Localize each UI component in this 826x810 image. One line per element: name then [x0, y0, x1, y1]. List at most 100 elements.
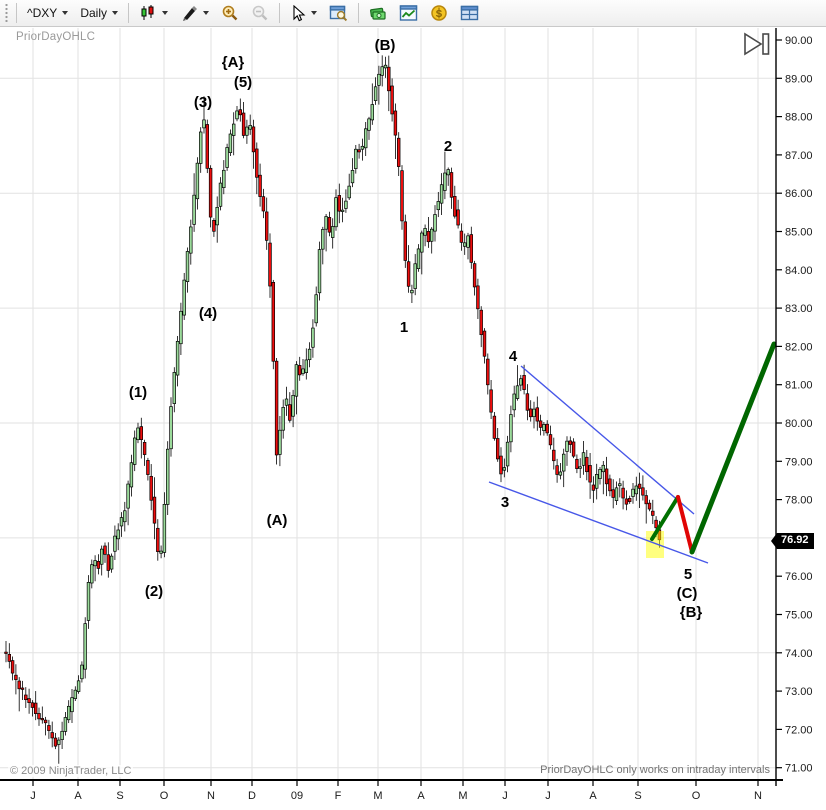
candle-body	[594, 474, 599, 489]
wave-label: (A)	[267, 512, 288, 529]
price-axis-label: 87.00	[785, 150, 813, 162]
candle-body	[585, 456, 589, 473]
chart-style-button[interactable]	[134, 2, 173, 24]
candle-body	[413, 263, 417, 289]
candle-body	[443, 172, 447, 191]
coin-dollar-icon: S	[431, 5, 447, 21]
trendline[interactable]	[520, 365, 695, 515]
candle-body	[195, 162, 200, 200]
candle-body	[255, 148, 259, 178]
candle-body	[627, 498, 632, 502]
candle-body	[274, 360, 279, 456]
zoom-out-button[interactable]	[246, 2, 274, 24]
candle-body	[453, 196, 457, 217]
time-axis-label: F	[335, 790, 342, 802]
candle-body	[512, 393, 516, 411]
go-to-last-bar-icon[interactable]	[741, 31, 771, 57]
price-axis-label: 88.00	[785, 112, 813, 124]
candle-body	[591, 484, 596, 491]
candle-body	[294, 364, 299, 397]
candle-body	[387, 66, 391, 92]
candle-body	[519, 378, 523, 386]
money-icon	[370, 7, 386, 20]
zoom-out-icon	[252, 5, 268, 21]
candle-body	[301, 368, 305, 375]
cursor-button[interactable]	[285, 2, 322, 24]
candle-body	[525, 393, 530, 411]
candle-body	[76, 680, 81, 692]
candle-body	[393, 110, 398, 136]
candle-body	[307, 348, 312, 361]
candle-body	[33, 702, 38, 714]
account-button[interactable]: S	[425, 2, 453, 24]
time-axis-label: A	[417, 790, 425, 802]
projection-line[interactable]	[689, 341, 777, 555]
candle-body	[324, 216, 328, 230]
price-axis-label: 82.00	[785, 341, 813, 353]
candle-body	[410, 289, 414, 294]
candle-body	[24, 694, 28, 701]
candle-body	[218, 182, 223, 207]
candle-body	[90, 564, 94, 584]
pen-icon	[182, 6, 197, 21]
candle-body	[614, 487, 619, 501]
candle-body	[459, 230, 464, 243]
candle-body	[136, 427, 140, 441]
toolbar-grip-handle[interactable]	[4, 4, 9, 22]
candle-body	[228, 133, 233, 153]
candle-body	[205, 124, 209, 169]
price-axis-label: 79.00	[785, 456, 813, 468]
toolbar-separator	[127, 3, 129, 23]
candle-body	[416, 248, 421, 269]
price-tag-arrow-icon	[771, 533, 777, 549]
candle-body	[561, 453, 566, 472]
chart-window-button[interactable]	[394, 2, 423, 24]
candle-body	[142, 442, 147, 455]
time-axis-label: J	[502, 790, 508, 802]
candle-body	[654, 519, 658, 529]
zoom-in-button[interactable]	[216, 2, 244, 24]
grid-panel-icon	[460, 5, 479, 21]
candle-body	[47, 725, 51, 731]
interval-selector[interactable]: Daily	[75, 2, 123, 24]
candle-body	[502, 467, 507, 471]
candle-body	[258, 174, 262, 197]
candle-body	[568, 440, 573, 445]
candle-body	[406, 261, 411, 287]
price-axis-label: 84.00	[785, 265, 813, 277]
candle-body	[146, 460, 150, 475]
candle-body	[377, 73, 381, 86]
price-axis-label: 89.00	[785, 73, 813, 85]
projection-line[interactable]	[650, 495, 680, 541]
candle-body	[192, 194, 196, 225]
candle-body	[528, 408, 533, 418]
candle-body	[621, 487, 625, 499]
toolbar: ^DXY Daily	[0, 0, 826, 27]
wave-label: (2)	[145, 583, 163, 600]
time-axis-label: S	[116, 790, 123, 802]
candle-body	[456, 209, 460, 226]
candle-body	[631, 488, 635, 497]
price-axis-label: 85.00	[785, 227, 813, 239]
candle-body	[598, 468, 602, 479]
candle-body	[271, 281, 276, 362]
data-box-button[interactable]	[324, 2, 353, 24]
strategies-button[interactable]	[364, 2, 392, 24]
price-axis-label: 78.00	[785, 495, 813, 507]
projection-line[interactable]	[676, 495, 694, 554]
candle-body	[73, 689, 77, 699]
candle-body	[281, 406, 285, 431]
price-axis-label: 80.00	[785, 418, 813, 430]
candle-body	[321, 229, 325, 250]
candle-body	[446, 169, 450, 176]
candle-body	[99, 548, 104, 565]
trendline[interactable]	[488, 481, 709, 564]
candle-body	[106, 554, 110, 571]
candle-body	[571, 441, 576, 457]
symbol-selector[interactable]: ^DXY	[22, 2, 73, 24]
chevron-down-icon	[111, 11, 118, 15]
properties-button[interactable]	[455, 2, 484, 24]
drawing-tools-button[interactable]	[175, 2, 214, 24]
